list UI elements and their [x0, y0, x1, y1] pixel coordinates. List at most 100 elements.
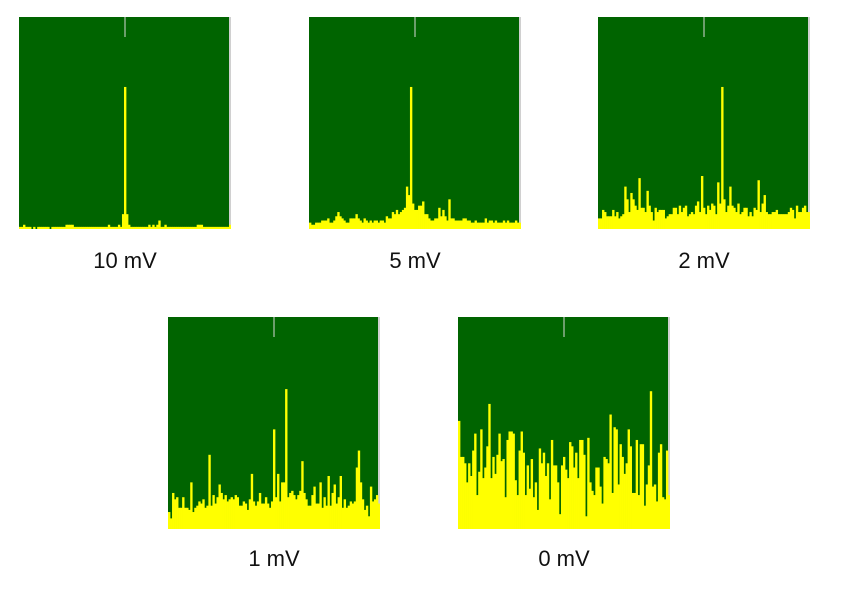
spectrum-bar	[369, 486, 373, 529]
spectrum-bar	[484, 218, 488, 229]
spectrum-bar	[174, 499, 177, 529]
spectrum-bar	[672, 207, 676, 229]
spectrum-bar	[637, 495, 641, 529]
spectrum-bar	[170, 518, 173, 529]
spectrum-bar	[530, 459, 534, 529]
spectrum-bar	[198, 224, 202, 229]
spectrum-bar	[725, 212, 728, 229]
spectrum-bar	[733, 207, 736, 229]
spectrum-bar	[295, 499, 298, 529]
spectrum-bar	[99, 226, 103, 229]
spectrum-bar	[226, 226, 230, 229]
spectrum-bar	[293, 495, 296, 529]
spectrum-bar	[540, 463, 544, 529]
spectrum-bar	[220, 226, 224, 229]
spectrum-bar	[470, 222, 473, 229]
spectrum-bar	[607, 463, 610, 529]
spectrum-bar	[548, 499, 552, 529]
spectrum-bar	[598, 218, 601, 229]
spectrum-bar	[319, 222, 322, 229]
spectrum-bar	[250, 473, 254, 529]
spectrum-bar	[514, 480, 517, 529]
spectrum-bar	[119, 226, 123, 229]
spectrum-bar	[301, 461, 304, 529]
spectrum-bar	[349, 501, 353, 529]
spectrum-bar	[230, 497, 233, 529]
spectrum-bar	[504, 222, 508, 229]
spectrum-bar	[188, 509, 191, 529]
spectrum-bar	[266, 503, 270, 529]
spectrum-bar	[458, 420, 461, 529]
spectrum-bar	[751, 216, 754, 229]
spectrum-bar	[111, 226, 115, 229]
spectrum-bar	[514, 220, 518, 229]
spectrum-bar	[456, 220, 459, 229]
spectrum-bar	[721, 86, 724, 229]
spectrum-bar	[662, 209, 665, 229]
spectrum-bar	[158, 220, 161, 229]
spectrum-bar	[709, 209, 712, 229]
spectrum-bar	[462, 456, 465, 529]
spectrum-panel-5mv	[309, 17, 521, 229]
spectrum-bar	[700, 176, 704, 229]
spectrum-bar	[63, 226, 66, 229]
spectrum-bar	[283, 482, 286, 529]
spectrum-bar	[224, 226, 228, 229]
spectrum-bar	[470, 476, 473, 529]
spectrum-bar	[172, 226, 175, 229]
spectrum-bar	[47, 226, 50, 229]
spectrum-bar	[375, 220, 378, 229]
spectrum-bar	[178, 226, 181, 229]
spectrum-bar	[623, 473, 626, 529]
spectrum-bar	[373, 499, 377, 529]
spectrum-bar	[789, 207, 793, 229]
spectrum-bar	[719, 203, 722, 229]
panel-caption-1mv: 1 mV	[248, 546, 300, 571]
spectrum-bar	[468, 220, 471, 229]
spectrum-bar	[494, 473, 497, 529]
spectrum-bar	[281, 482, 284, 529]
spectrum-bar	[254, 505, 258, 529]
spectrum-bar	[663, 499, 667, 529]
spectrum-bar	[347, 505, 351, 529]
spectrum-bar	[634, 205, 637, 229]
spectrum-bar	[220, 492, 223, 529]
spectrum-bar	[747, 216, 750, 229]
spectrum-bar	[478, 471, 481, 529]
spectrum-bar	[21, 226, 24, 229]
spectrum-bar	[444, 216, 447, 229]
spectrum-bar	[321, 507, 324, 529]
spectrum-bar	[407, 195, 411, 229]
spectrum-bar	[180, 226, 183, 229]
spectrum-bar	[357, 218, 360, 229]
spectrum-bar	[702, 207, 706, 229]
spectrum-bar	[731, 205, 734, 229]
spectrum-bar	[359, 482, 363, 529]
spectrum-bar	[343, 499, 347, 529]
spectrum-bar	[121, 214, 125, 229]
spectrum-bar	[186, 507, 189, 529]
spectrum-bar	[279, 501, 282, 529]
spectrum-bar	[769, 214, 772, 229]
spectrum-bar	[520, 431, 523, 529]
spectrum-bar	[617, 484, 620, 529]
spectrum-bar	[652, 220, 655, 229]
spectrum-bar	[428, 218, 431, 229]
spectrum-bar	[226, 501, 229, 529]
spectrum-bar	[496, 454, 499, 529]
spectrum-bar	[351, 503, 355, 529]
spectrum-svg	[598, 17, 810, 229]
spectrum-bar	[797, 212, 801, 229]
spectrum-bar	[232, 499, 235, 529]
spectrum-bar	[202, 226, 206, 229]
spectrum-bar	[228, 499, 231, 529]
spectrum-bar	[335, 503, 338, 529]
spectrum-bar	[516, 222, 520, 229]
spectrum-bar	[642, 207, 645, 229]
spectrum-bar	[620, 216, 623, 229]
spectrum-bar	[361, 499, 365, 529]
spectrum-bar	[686, 216, 690, 229]
spectrum-bar	[767, 214, 770, 229]
spectrum-bar	[375, 495, 379, 529]
spectrum-bar	[105, 226, 109, 229]
